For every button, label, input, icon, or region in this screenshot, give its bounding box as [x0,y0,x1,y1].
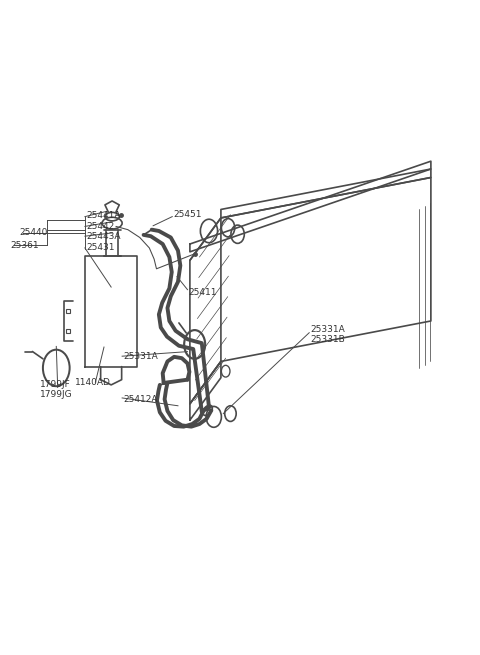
Text: 25412A: 25412A [123,395,157,403]
Text: 25441A: 25441A [86,212,121,221]
Text: 1799JG: 1799JG [39,390,72,399]
Text: 25331A: 25331A [311,325,346,334]
Text: 25442: 25442 [86,222,115,231]
Text: 25331A: 25331A [123,352,158,361]
Text: 25440: 25440 [20,229,48,237]
Text: 1799JF: 1799JF [39,381,70,389]
Text: 25411: 25411 [189,288,217,297]
Text: 25361: 25361 [10,241,38,250]
Text: 25431: 25431 [86,244,115,252]
Text: 25443A: 25443A [86,232,121,240]
Text: 25331B: 25331B [311,335,346,344]
Text: 25451: 25451 [173,210,202,219]
Text: 1140AD: 1140AD [75,378,111,387]
